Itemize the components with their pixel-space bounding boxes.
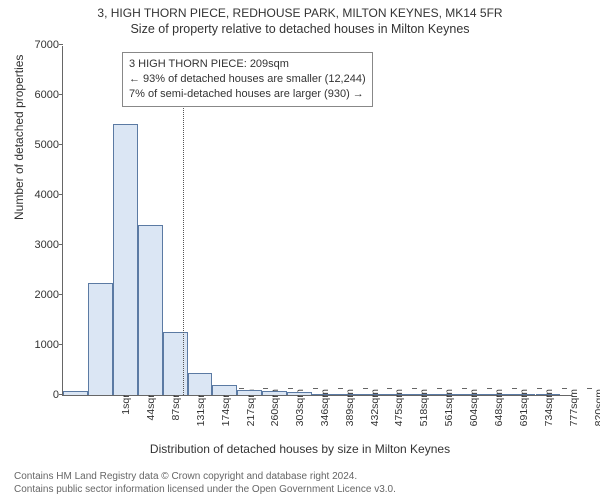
plot-area: 010002000300040005000600070001sqm44sqm87… xyxy=(62,46,572,396)
histogram-bar xyxy=(511,394,536,395)
histogram-bar xyxy=(212,385,237,395)
subject-marker-line xyxy=(183,105,185,395)
histogram-bar xyxy=(386,394,411,395)
x-tick: 432sqm xyxy=(369,389,381,449)
y-tick: 4000 xyxy=(21,189,59,201)
x-tick: 734sqm xyxy=(543,389,555,449)
histogram-bar xyxy=(88,283,113,396)
x-tick: 1sqm xyxy=(120,389,132,449)
histogram-bar xyxy=(188,373,213,395)
title-address: 3, HIGH THORN PIECE, REDHOUSE PARK, MILT… xyxy=(0,0,600,20)
histogram-bar xyxy=(113,124,138,396)
histogram-bar xyxy=(461,394,486,395)
x-tick: 561sqm xyxy=(443,389,455,449)
x-tick: 518sqm xyxy=(418,389,430,449)
histogram-bar xyxy=(336,394,361,395)
y-tick: 0 xyxy=(21,389,59,401)
y-tick: 6000 xyxy=(21,89,59,101)
histogram-bar xyxy=(287,392,312,395)
histogram-bar xyxy=(262,391,287,395)
x-tick: 648sqm xyxy=(493,389,505,449)
x-tick: 820sqm xyxy=(593,389,600,449)
x-tick: 475sqm xyxy=(393,389,405,449)
x-axis-label: Distribution of detached houses by size … xyxy=(0,442,600,456)
y-tick: 7000 xyxy=(21,39,59,51)
y-tick: 1000 xyxy=(21,339,59,351)
histogram-bar xyxy=(63,391,88,396)
histogram-bar xyxy=(361,394,386,395)
annotation-line-2: ← 93% of detached houses are smaller (12… xyxy=(129,72,366,87)
x-tick: 303sqm xyxy=(294,389,306,449)
x-tick: 217sqm xyxy=(245,389,257,449)
x-tick: 604sqm xyxy=(468,389,480,449)
chart-container: 3, HIGH THORN PIECE, REDHOUSE PARK, MILT… xyxy=(0,0,600,500)
histogram-bar xyxy=(536,394,561,395)
x-tick: 777sqm xyxy=(568,389,580,449)
x-tick: 346sqm xyxy=(319,389,331,449)
x-tick: 260sqm xyxy=(269,389,281,449)
annotation-line-3: 7% of semi-detached houses are larger (9… xyxy=(129,87,366,102)
histogram-bar xyxy=(411,394,436,395)
y-tick: 2000 xyxy=(21,289,59,301)
x-tick: 691sqm xyxy=(518,389,530,449)
y-tick: 5000 xyxy=(21,139,59,151)
x-tick: 131sqm xyxy=(195,389,207,449)
histogram-bar xyxy=(237,390,262,396)
annotation-line-1: 3 HIGH THORN PIECE: 209sqm xyxy=(129,57,366,72)
x-tick: 44sqm xyxy=(145,389,157,449)
histogram-bar xyxy=(312,394,337,395)
histogram-bar xyxy=(436,394,461,395)
footer-line-1: Contains HM Land Registry data © Crown c… xyxy=(14,470,396,483)
histogram-bar xyxy=(138,225,163,395)
footer-line-2: Contains public sector information licen… xyxy=(14,483,396,496)
x-tick: 174sqm xyxy=(220,389,232,449)
x-tick: 87sqm xyxy=(170,389,182,449)
histogram-bar xyxy=(486,394,511,395)
annotation-box: 3 HIGH THORN PIECE: 209sqm ← 93% of deta… xyxy=(122,52,373,107)
title-subtitle: Size of property relative to detached ho… xyxy=(0,20,600,36)
footer-attribution: Contains HM Land Registry data © Crown c… xyxy=(14,470,396,496)
y-tick: 3000 xyxy=(21,239,59,251)
x-tick: 389sqm xyxy=(344,389,356,449)
